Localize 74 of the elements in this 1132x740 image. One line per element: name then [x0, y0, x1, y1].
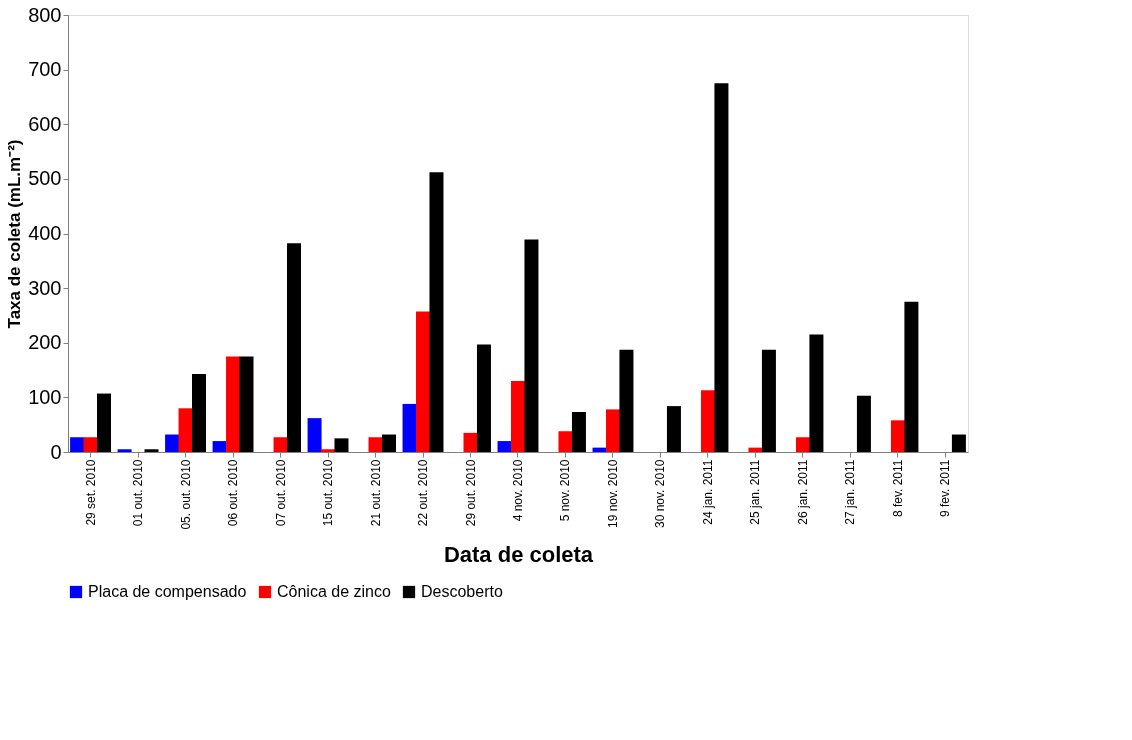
x-tick-label: 25 jan. 2011 — [748, 459, 763, 525]
y-tick-label: 600 — [28, 112, 62, 135]
bar — [700, 390, 715, 452]
bar — [368, 437, 383, 452]
y-tick-label: 200 — [28, 331, 62, 354]
bar — [571, 412, 586, 452]
bar — [416, 311, 431, 452]
y-tick-label: 300 — [28, 276, 62, 299]
bar — [226, 356, 241, 452]
x-tick-label: 27 jan. 2011 — [843, 459, 858, 525]
y-tick-label: 700 — [28, 58, 62, 81]
bar — [524, 239, 539, 452]
bar — [192, 373, 206, 452]
y-tick-label: 500 — [28, 167, 62, 190]
x-tick-label: 9 fev. 2011 — [938, 459, 953, 518]
bar — [402, 403, 417, 452]
bar — [70, 437, 85, 452]
bar — [714, 83, 729, 452]
y-tick-label: 0 — [50, 440, 62, 463]
bar — [144, 449, 159, 452]
y-tick-label: 800 — [28, 3, 62, 26]
x-tick-label: 21 out. 2010 — [368, 459, 383, 527]
x-tick-label: 4 nov. 2010 — [511, 459, 525, 522]
legend-label: Cônica de zinco — [277, 583, 391, 600]
bar — [239, 356, 254, 452]
bar — [273, 437, 288, 452]
x-axis-title: Data de coleta — [443, 541, 594, 567]
bar — [476, 344, 491, 452]
bar — [748, 447, 763, 452]
x-tick-label: 29 out. 2010 — [463, 459, 478, 527]
bar — [307, 418, 322, 452]
x-tick-label: 30 nov. 2010 — [653, 459, 668, 529]
bar — [117, 449, 132, 452]
x-tick-label: 06 out. 2010 — [226, 459, 241, 527]
bar — [856, 395, 871, 452]
x-tick-label: 07 out. 2010 — [273, 459, 288, 527]
y-tick-label: 400 — [28, 222, 62, 244]
x-tick-label: 19 nov. 2010 — [605, 459, 620, 529]
bar — [497, 441, 512, 452]
x-tick-label: 15 out. 2010 — [321, 459, 336, 527]
bar — [904, 301, 919, 452]
x-tick-label: 24 jan. 2011 — [700, 459, 715, 525]
bar — [286, 243, 301, 452]
x-tick-label: 29 set. 2010 — [83, 459, 98, 526]
x-tick-label: 22 out. 2010 — [416, 459, 431, 527]
legend-label: Descoberto — [421, 583, 503, 600]
bar — [463, 432, 478, 452]
bar — [666, 406, 681, 452]
bar — [321, 449, 336, 452]
bar — [795, 437, 810, 452]
bar — [761, 349, 776, 452]
x-tick-label: 05. out. 2010 — [178, 459, 193, 530]
x-tick-label: 01 out. 2010 — [131, 459, 146, 527]
bar — [890, 420, 905, 452]
bar — [558, 431, 573, 452]
x-tick-label: 8 fev. 2011 — [890, 459, 905, 518]
bar — [951, 434, 966, 452]
bar — [334, 438, 349, 452]
bar — [511, 380, 525, 452]
bar — [165, 434, 180, 452]
x-tick-label: 5 nov. 2010 — [558, 459, 573, 522]
bar — [212, 441, 227, 452]
bar — [605, 409, 620, 452]
bar — [429, 172, 444, 452]
bar — [619, 349, 634, 452]
bar — [97, 393, 112, 452]
bar — [381, 434, 396, 452]
legend-label: Placa de compensado — [88, 583, 247, 600]
y-axis-title: Taxa de coleta (mL.m⁻²) — [5, 139, 25, 329]
y-tick-label: 100 — [28, 385, 62, 408]
x-tick-label: 26 jan. 2011 — [795, 459, 810, 525]
bar — [178, 408, 193, 452]
bar — [809, 334, 824, 452]
bar — [83, 437, 98, 452]
